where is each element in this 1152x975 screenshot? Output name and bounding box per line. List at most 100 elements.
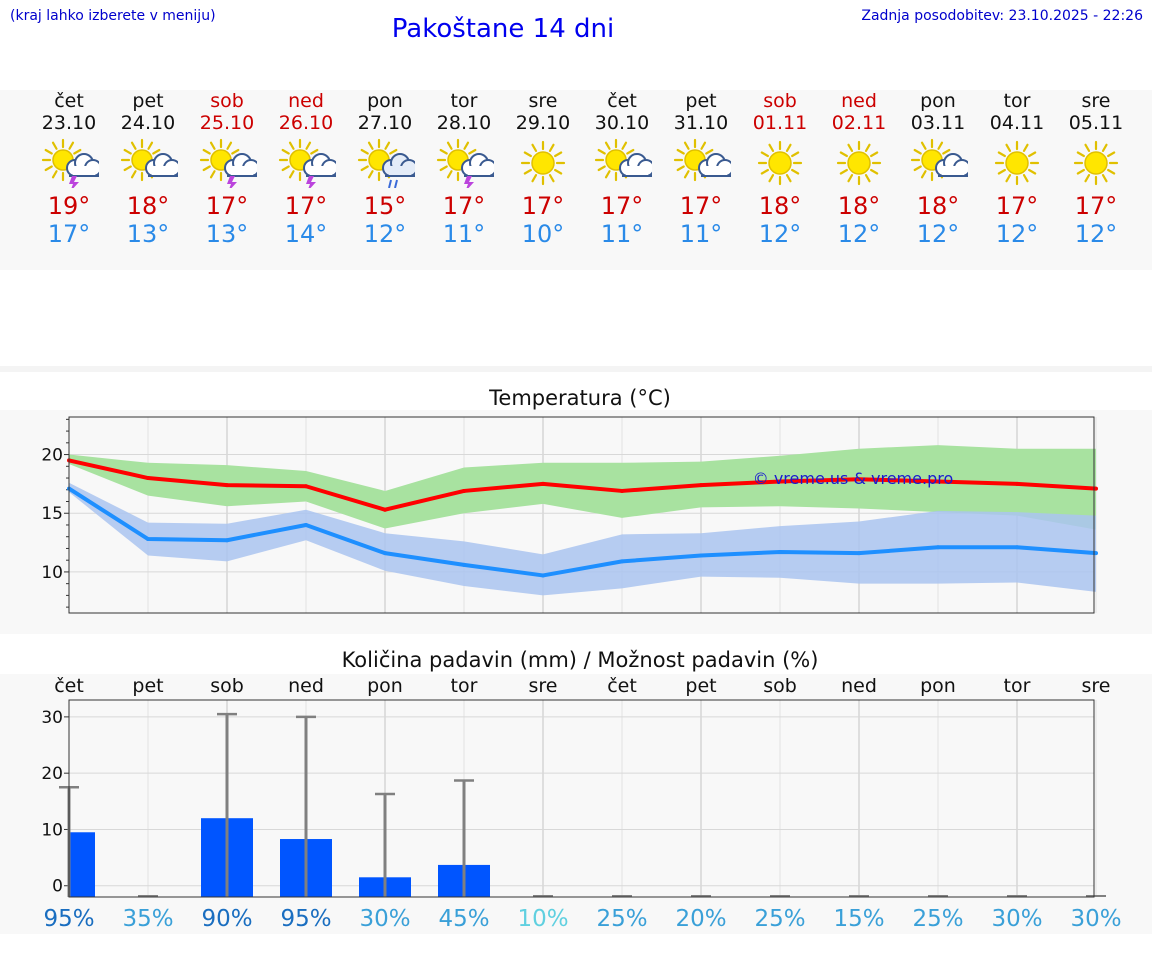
day-name: sob [210, 90, 244, 112]
y-tick-label: 30 [41, 708, 63, 728]
low-temp-line [67, 486, 1097, 578]
day-low-temp: 11° [679, 220, 723, 248]
day-high-temp: 17° [679, 192, 723, 220]
day-name: ned [841, 90, 877, 112]
x-tick-label: ned [288, 675, 324, 697]
sun-cloud-icon [910, 138, 968, 182]
day-name: pet [685, 90, 717, 112]
precip-probability-label: 10% [517, 906, 568, 932]
day-name: pet [132, 90, 164, 112]
day-date: 05.11 [1068, 112, 1124, 134]
day-high-temp: 17° [521, 192, 565, 220]
day-low-temp: 14° [284, 220, 328, 248]
day-low-temp: 11° [442, 220, 486, 248]
low-temp-range-band [69, 482, 1096, 596]
low-temp-point [541, 573, 545, 578]
x-tick-label: pon [920, 675, 956, 697]
day-column: pon 27.10 15° 12° [340, 90, 430, 248]
y-tick-label: 20 [41, 764, 63, 784]
precip-probability-label: 30% [359, 906, 410, 932]
day-column: pon 03.11 18° 12° [893, 90, 983, 248]
day-high-temp: 18° [126, 192, 170, 220]
sun-cloud-lightning-icon [199, 138, 257, 188]
low-temp-point [778, 549, 782, 554]
day-column: sre 05.11 17° 12° [1051, 90, 1141, 248]
day-date: 24.10 [120, 112, 176, 134]
day-column: sob 01.11 18° 12° [735, 90, 825, 248]
y-tick-label: 20 [41, 446, 63, 466]
x-tick-label: tor [451, 675, 478, 697]
day-low-temp: 13° [205, 220, 249, 248]
day-date: 03.11 [910, 112, 966, 134]
precip-probability-label: 25% [596, 906, 647, 932]
low-temp-point [383, 551, 387, 556]
day-date: 02.11 [831, 112, 887, 134]
day-date: 23.10 [41, 112, 97, 134]
day-high-temp: 17° [284, 192, 328, 220]
divider [0, 366, 1152, 372]
y-tick-label: 0 [52, 877, 63, 897]
y-tick-label: 10 [41, 820, 63, 840]
precip-probability-label: 45% [438, 906, 489, 932]
day-date: 29.10 [515, 112, 571, 134]
x-tick-label: pet [685, 675, 716, 697]
precip-probability-label: 25% [754, 906, 805, 932]
sun-cloud-icon [120, 138, 178, 182]
day-high-temp: 19° [47, 192, 91, 220]
precip-probability-label: 25% [912, 906, 963, 932]
day-column: čet 30.10 17° 11° [577, 90, 667, 248]
plot-frame [68, 699, 1095, 898]
day-name: pon [920, 90, 956, 112]
day-name: sre [1081, 90, 1111, 112]
day-column: pet 31.10 17° 11° [656, 90, 746, 248]
day-low-temp: 12° [1074, 220, 1118, 248]
x-tick-label: pon [367, 675, 403, 697]
precip-probability-label: 35% [122, 906, 173, 932]
sun-icon [836, 140, 882, 186]
high-temp-point [857, 477, 861, 482]
day-column: sre 29.10 17° 10° [498, 90, 588, 248]
precip-probability-label: 30% [991, 906, 1042, 932]
low-temp-point [699, 553, 703, 558]
day-low-temp: 10° [521, 220, 565, 248]
x-tick-label: sob [763, 675, 797, 697]
low-temp-point [1094, 551, 1098, 556]
x-tick-label: sre [1082, 675, 1111, 697]
day-name: tor [450, 90, 478, 112]
day-high-temp: 15° [363, 192, 407, 220]
day-column: čet 23.10 19° 17° [24, 90, 114, 248]
high-temp-point [1094, 486, 1098, 491]
high-temp-line [68, 458, 1097, 512]
day-date: 04.11 [989, 112, 1045, 134]
day-date: 26.10 [278, 112, 334, 134]
day-date: 30.10 [594, 112, 650, 134]
low-temp-point [225, 538, 229, 543]
precip-probability-label: 20% [675, 906, 726, 932]
high-temp-point [778, 479, 782, 484]
temperature-chart: 10 15 20 © vreme.us & vreme.pro [41, 416, 1098, 614]
day-name: tor [1003, 90, 1031, 112]
day-high-temp: 17° [600, 192, 644, 220]
day-column: ned 02.11 18° 12° [814, 90, 904, 248]
low-temp-point [146, 537, 150, 542]
x-tick-label: čet [607, 675, 637, 697]
precip-probability-label: 95% [280, 906, 331, 932]
day-date: 31.10 [673, 112, 729, 134]
day-name: pon [367, 90, 403, 112]
day-column: tor 04.11 17° 12° [972, 90, 1062, 248]
day-date: 25.10 [199, 112, 255, 134]
precip-bar [69, 832, 95, 897]
high-temp-point [1015, 481, 1019, 486]
day-low-temp: 12° [916, 220, 960, 248]
high-temp-point [462, 488, 466, 493]
high-temp-point [699, 483, 703, 488]
high-temp-point [225, 483, 229, 488]
sun-icon [520, 140, 566, 186]
sun-cloud-icon [594, 138, 652, 182]
day-name: sob [763, 90, 797, 112]
day-date: 01.11 [752, 112, 808, 134]
sun-cloud-lightning-icon [278, 138, 336, 188]
high-temp-point [620, 488, 624, 493]
day-high-temp: 18° [758, 192, 802, 220]
day-high-temp: 17° [442, 192, 486, 220]
